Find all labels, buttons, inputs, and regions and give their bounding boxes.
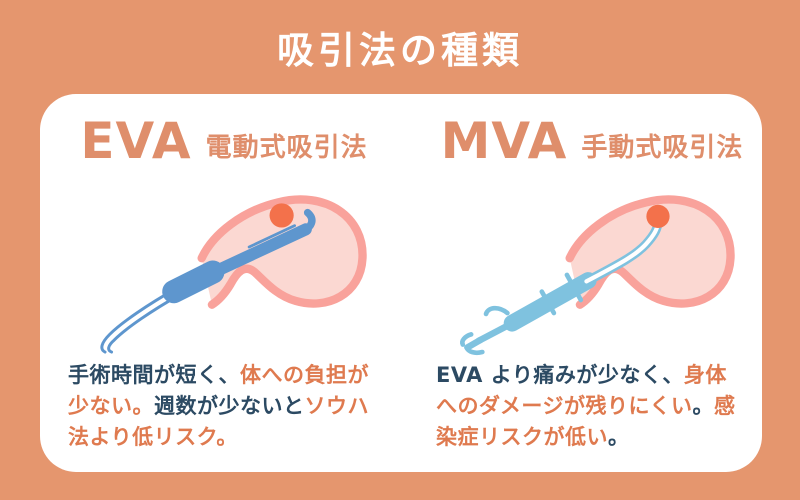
eva-description: 手術時間が短く、体への負担が少ない。週数が少ないとソウハ法より低リスク。 <box>66 360 382 455</box>
mva-method-name: 手動式吸引法 <box>581 133 744 163</box>
tissue-dot <box>646 204 670 228</box>
description-text: 身体へのダメージが残りにくい <box>436 363 727 419</box>
description-text: EVA より痛みが少なく、 <box>436 363 684 387</box>
mva-illustration-uterus-manual-suction <box>460 174 750 356</box>
eva-method-name: 電動式吸引法 <box>205 133 368 163</box>
electric-aspirator-graphic <box>100 208 316 354</box>
mva-abbreviation: MVA <box>440 112 568 170</box>
mva-description: EVA より痛みが少なく、身体へのダメージが残りにくい。感染症リスクが低い。 <box>434 360 750 455</box>
description-text: 手術時間が短く、 <box>68 363 240 387</box>
title-bar: 吸引法の種類 <box>0 0 800 94</box>
panel-eva: EVA 電動式吸引法 <box>40 94 408 472</box>
panel-mva: MVA 手動式吸引法 <box>408 94 776 472</box>
description-text: 週数が少ないと <box>154 394 305 419</box>
eva-abbreviation: EVA <box>80 112 192 170</box>
description-text: 感染症リスクが低い <box>436 394 736 450</box>
description-text: 。 <box>692 394 715 419</box>
panel-mva-header: MVA 手動式吸引法 <box>434 112 750 170</box>
eva-illustration-uterus-electric-suction <box>100 174 382 354</box>
description-text: 。 <box>608 425 630 450</box>
panel-eva-header: EVA 電動式吸引法 <box>66 112 382 170</box>
description-text: 体への負担が少ない。 <box>68 363 369 419</box>
page-title: 吸引法の種類 <box>277 29 523 72</box>
comparison-card: EVA 電動式吸引法 <box>40 94 762 472</box>
tissue-dot <box>269 203 294 228</box>
description-text: ソウハ法より低リスク。 <box>68 394 369 450</box>
